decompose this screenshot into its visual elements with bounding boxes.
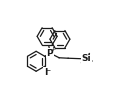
Text: +: + — [50, 47, 55, 52]
Text: −: − — [45, 67, 50, 72]
Text: Si: Si — [81, 54, 91, 63]
Text: P: P — [46, 49, 53, 58]
Text: I: I — [44, 68, 47, 77]
